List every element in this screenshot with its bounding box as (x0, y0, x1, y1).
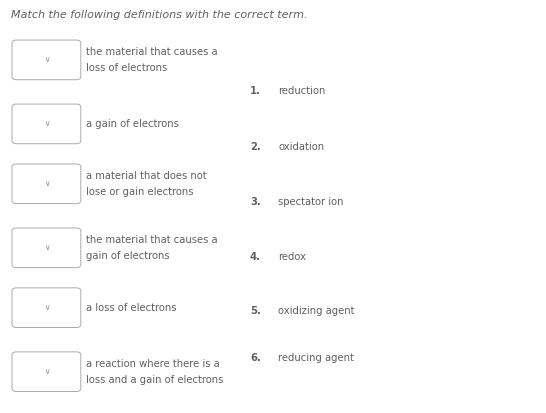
Text: oxidation: oxidation (278, 142, 324, 152)
Text: spectator ion: spectator ion (278, 197, 344, 207)
Text: reduction: reduction (278, 86, 326, 96)
Text: ∨: ∨ (44, 179, 49, 188)
Text: loss of electrons: loss of electrons (86, 63, 168, 73)
Text: 4.: 4. (250, 252, 261, 262)
FancyBboxPatch shape (12, 352, 81, 392)
Text: lose or gain electrons: lose or gain electrons (86, 187, 194, 197)
Text: loss and a gain of electrons: loss and a gain of electrons (86, 375, 224, 385)
Text: ∨: ∨ (44, 243, 49, 252)
Text: a reaction where there is a: a reaction where there is a (86, 358, 220, 368)
Text: ∨: ∨ (44, 55, 49, 64)
Text: a loss of electrons: a loss of electrons (86, 303, 177, 313)
Text: redox: redox (278, 252, 306, 262)
Text: a gain of electrons: a gain of electrons (86, 119, 179, 129)
Text: 1.: 1. (250, 86, 261, 96)
Text: ∨: ∨ (44, 303, 49, 312)
Text: ∨: ∨ (44, 119, 49, 128)
Text: the material that causes a: the material that causes a (86, 235, 218, 244)
FancyBboxPatch shape (12, 228, 81, 268)
Text: 3.: 3. (250, 197, 261, 207)
Text: the material that causes a: the material that causes a (86, 47, 218, 57)
Text: gain of electrons: gain of electrons (86, 251, 170, 261)
Text: 2.: 2. (250, 142, 261, 152)
Text: oxidizing agent: oxidizing agent (278, 306, 355, 316)
Text: 6.: 6. (250, 354, 261, 363)
FancyBboxPatch shape (12, 104, 81, 144)
Text: 5.: 5. (250, 306, 261, 316)
Text: reducing agent: reducing agent (278, 354, 354, 363)
Text: a material that does not: a material that does not (86, 171, 207, 180)
FancyBboxPatch shape (12, 40, 81, 80)
FancyBboxPatch shape (12, 164, 81, 204)
FancyBboxPatch shape (12, 288, 81, 328)
Text: ∨: ∨ (44, 367, 49, 376)
Text: Match the following definitions with the correct term.: Match the following definitions with the… (11, 10, 307, 20)
